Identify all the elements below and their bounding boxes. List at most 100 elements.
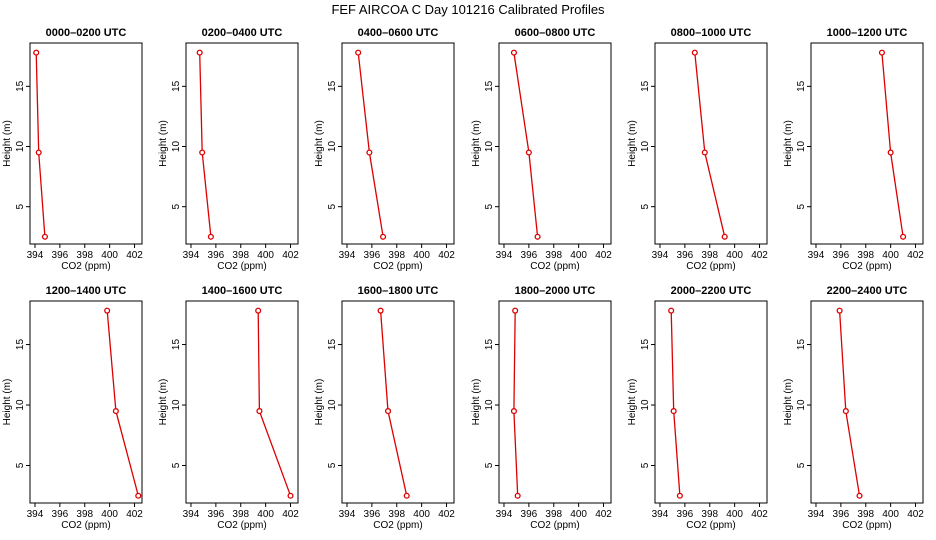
x-tick-label: 394 — [27, 250, 44, 261]
x-tick-label: 400 — [726, 250, 743, 261]
y-tick-label: 15 — [484, 80, 495, 92]
y-tick-label: 5 — [171, 462, 182, 468]
panel-5: 1000–1200 UTC 394 396 398 400 402 CO2 (ppm) 5 10… — [783, 27, 924, 272]
data-point — [41, 233, 48, 240]
x-tick-label: 402 — [595, 250, 612, 261]
panel-0: 0000–0200 UTC 394 396 398 400 402 CO2 (ppm) 5 10… — [2, 27, 143, 272]
y-tick-label: 15 — [171, 80, 182, 92]
x-tick-label: 402 — [907, 250, 924, 261]
x-tick-label: 402 — [282, 509, 299, 520]
x-tick-label: 394 — [496, 250, 513, 261]
x-tick-label: 400 — [257, 509, 274, 520]
figure-title: FEF AIRCOA C Day 101216 Calibrated Profi… — [331, 2, 605, 17]
plot-frame — [185, 300, 299, 504]
x-tick-label: 396 — [521, 509, 538, 520]
x-tick-label: 396 — [677, 509, 694, 520]
panel-title: 1400–1600 UTC — [202, 285, 283, 297]
x-tick-label: 402 — [438, 250, 455, 261]
x-tick-label: 398 — [701, 509, 718, 520]
x-axis-label: CO2 (ppm) — [686, 520, 735, 531]
profile-line — [838, 310, 861, 496]
plot-frame — [810, 42, 924, 245]
x-tick-label: 394 — [652, 509, 669, 520]
y-axis-label: Height (m) — [158, 379, 169, 426]
profile-line — [379, 310, 408, 496]
data-point — [256, 408, 263, 415]
data-point — [287, 492, 294, 499]
x-tick-label: 398 — [388, 250, 405, 261]
x-tick-label: 398 — [232, 509, 249, 520]
data-point — [836, 307, 843, 314]
x-tick-label: 394 — [183, 509, 200, 520]
y-tick-label: 5 — [640, 462, 651, 468]
y-tick-label: 15 — [640, 80, 651, 92]
x-tick-label: 402 — [595, 509, 612, 520]
data-point — [355, 49, 362, 56]
x-axis-label: CO2 (ppm) — [530, 520, 579, 531]
y-tick-label: 10 — [171, 141, 182, 153]
y-tick-label: 15 — [796, 339, 807, 351]
y-tick-label: 5 — [640, 203, 651, 209]
x-axis-label: CO2 (ppm) — [61, 261, 110, 272]
y-tick-label: 15 — [484, 339, 495, 351]
data-point — [199, 149, 206, 156]
x-tick-label: 400 — [882, 509, 899, 520]
panel-title: 0600–0800 UTC — [515, 27, 596, 39]
data-point — [384, 408, 392, 415]
plot-frame — [29, 42, 143, 245]
plot-frame — [654, 42, 768, 245]
x-tick-label: 400 — [570, 509, 587, 520]
y-tick-label: 10 — [15, 141, 26, 153]
panel-title: 0800–1000 UTC — [671, 27, 752, 39]
x-tick-label: 396 — [52, 509, 69, 520]
panel-2: 0400–0600 UTC 394 396 398 400 402 CO2 (ppm) 5 10… — [314, 27, 455, 272]
y-tick-label: 10 — [796, 141, 807, 153]
panel-title: 1000–1200 UTC — [827, 27, 908, 39]
panel-title: 1600–1800 UTC — [358, 285, 439, 297]
x-tick-label: 394 — [808, 250, 825, 261]
y-axis-label: Height (m) — [2, 120, 13, 167]
data-point — [510, 49, 517, 56]
plot-frame — [810, 300, 924, 504]
y-tick-label: 5 — [15, 462, 26, 468]
y-tick-label: 5 — [15, 203, 26, 209]
data-point — [207, 233, 214, 240]
profile-line — [357, 52, 384, 237]
x-axis-label: CO2 (ppm) — [842, 261, 891, 272]
data-point — [510, 408, 517, 415]
y-tick-label: 5 — [484, 462, 495, 468]
x-axis-label: CO2 (ppm) — [842, 520, 891, 531]
plot-frame — [29, 300, 143, 504]
profile-line — [881, 52, 904, 237]
x-axis-label: CO2 (ppm) — [217, 520, 266, 531]
panel-title: 1200–1400 UTC — [46, 285, 127, 297]
x-tick-label: 398 — [388, 509, 405, 520]
x-tick-label: 398 — [232, 250, 249, 261]
data-point — [691, 49, 698, 56]
data-point — [887, 149, 894, 156]
data-point — [721, 233, 728, 240]
data-point — [670, 408, 677, 415]
x-tick-label: 396 — [833, 250, 850, 261]
x-tick-label: 400 — [726, 509, 743, 520]
data-point — [366, 149, 373, 156]
profile-line — [257, 310, 292, 496]
profile-line — [106, 310, 139, 496]
panel-title: 0200–0400 UTC — [202, 27, 283, 39]
x-tick-label: 396 — [52, 250, 69, 261]
x-tick-label: 400 — [257, 250, 274, 261]
x-tick-label: 398 — [857, 250, 874, 261]
y-tick-label: 10 — [640, 399, 651, 411]
x-tick-label: 396 — [208, 250, 225, 261]
x-axis-label: CO2 (ppm) — [373, 261, 422, 272]
x-tick-label: 398 — [545, 509, 562, 520]
plot-frame — [654, 300, 768, 504]
y-tick-label: 5 — [796, 203, 807, 209]
x-tick-label: 400 — [413, 250, 430, 261]
y-tick-label: 15 — [171, 339, 182, 351]
panel-3: 0600–0800 UTC 394 396 398 400 402 CO2 (ppm) 5 10… — [471, 27, 612, 272]
profile-line — [670, 310, 681, 496]
y-tick-label: 15 — [640, 339, 651, 351]
y-axis-label: Height (m) — [627, 120, 638, 167]
